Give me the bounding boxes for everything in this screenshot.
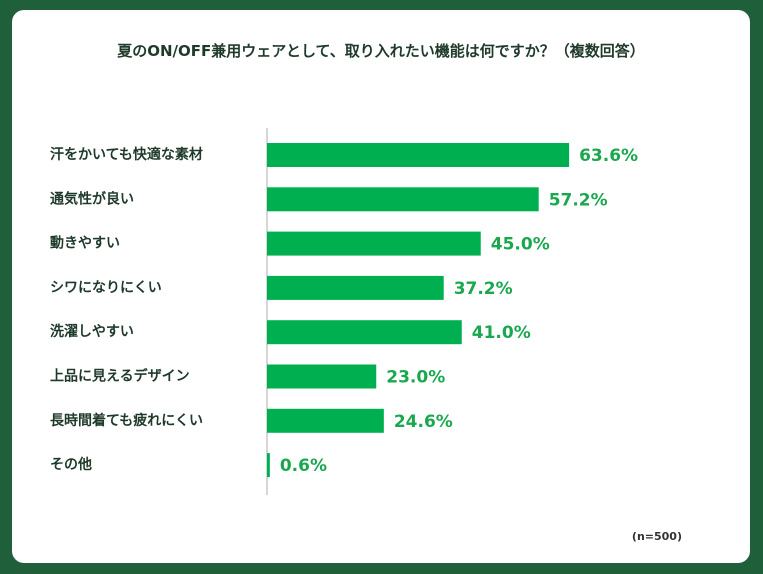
- category-label: 上品に見えるデザイン: [50, 368, 190, 385]
- bar-chart: 汗をかいても快適な素材 63.6% 通気性が良い 57.2% 動きやすい 45.0% シワに…: [50, 128, 638, 495]
- bar: [267, 143, 570, 167]
- category-label: 動きやすい: [50, 235, 120, 252]
- chart-title: 夏のON/OFF兼用ウェアとして、取り入れたい機能は何ですか？（複数回答）: [117, 42, 645, 60]
- chart-card: 夏のON/OFF兼用ウェアとして、取り入れたい機能は何ですか？（複数回答） 汗を…: [12, 10, 750, 563]
- bars-group: 汗をかいても快適な素材 63.6% 通気性が良い 57.2% 動きやすい 45.0% シワに…: [50, 143, 638, 478]
- value-label: 0.6%: [280, 456, 327, 476]
- bar: [267, 453, 270, 478]
- bar: [267, 320, 462, 345]
- category-label: 洗濯しやすい: [50, 323, 134, 340]
- value-label: 24.6%: [394, 412, 453, 432]
- value-label: 23.0%: [386, 368, 445, 388]
- bar: [267, 187, 539, 212]
- value-label: 45.0%: [491, 235, 550, 255]
- value-label: 41.0%: [472, 323, 531, 343]
- category-label: 長時間着ても疲れにくい: [50, 412, 203, 429]
- category-label: 汗をかいても快適な素材: [50, 146, 203, 163]
- sample-size-note: (n=500): [631, 530, 682, 543]
- category-label: 通気性が良い: [50, 190, 134, 207]
- value-label: 37.2%: [454, 279, 513, 299]
- bar: [267, 231, 481, 256]
- bar: [267, 275, 444, 300]
- bar: [267, 364, 377, 389]
- value-label: 63.6%: [579, 146, 638, 166]
- bar: [267, 408, 384, 433]
- value-label: 57.2%: [549, 190, 608, 210]
- category-label: その他: [50, 456, 92, 473]
- category-label: シワになりにくい: [50, 280, 162, 296]
